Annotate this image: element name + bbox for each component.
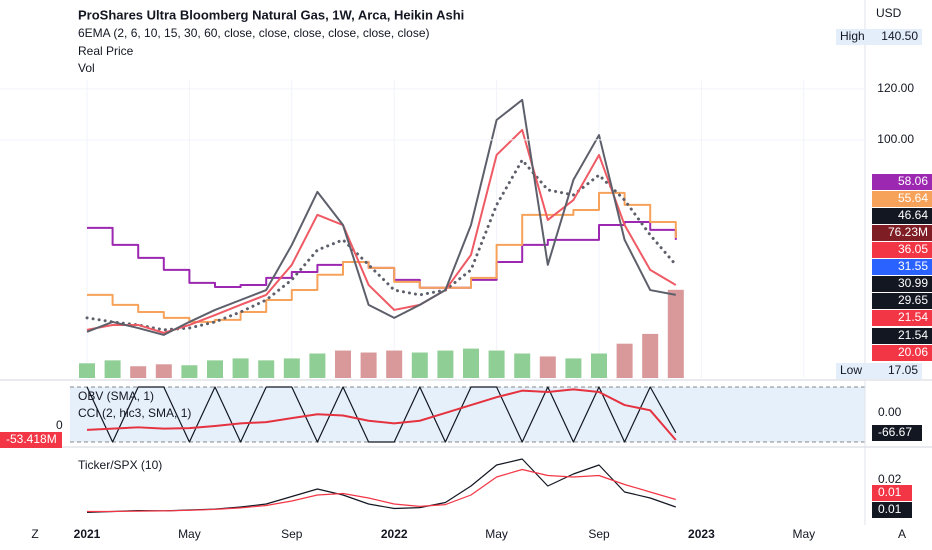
legend-entry: CCI (2, hlc3, SMA, 1) (78, 406, 191, 420)
y-tick-label: 100.00 (877, 132, 914, 146)
volume-bar (232, 358, 249, 378)
price-badge (872, 345, 932, 361)
price-badge (872, 174, 932, 190)
badge-label: -66.67 (878, 425, 912, 439)
price-badge (872, 191, 932, 207)
price-badge (836, 29, 922, 45)
legend-entry: Real Price (78, 44, 134, 58)
x-tick-label: Sep (281, 527, 303, 541)
volume-bar (104, 360, 121, 378)
volume-bar (386, 350, 403, 378)
price-badge (872, 293, 932, 309)
y-tick-label: 120.00 (877, 81, 914, 95)
x-tick-label: May (178, 527, 201, 541)
price-badge (872, 328, 932, 344)
badge-label: 36.05 (898, 242, 928, 256)
price-badge (872, 425, 922, 441)
volume-bar (616, 343, 633, 378)
price-badge (872, 502, 912, 518)
price-badge (872, 276, 932, 292)
ratio-line (87, 468, 676, 513)
badge-label: 0 (56, 418, 63, 432)
volume-bar (411, 352, 428, 378)
price-line (86, 128, 677, 334)
badge-label: 31.55 (898, 259, 928, 273)
cci-line (86, 386, 677, 443)
corner-button[interactable]: Z (31, 527, 38, 541)
volume-bar (258, 360, 275, 378)
price-line (87, 220, 677, 289)
price-badge (872, 485, 912, 501)
price-badge (872, 208, 932, 224)
volume-bar (155, 364, 172, 378)
price-badge (872, 259, 932, 275)
x-tick-label: May (792, 527, 815, 541)
badge-prefix: High (840, 29, 865, 43)
price-badge (836, 363, 922, 379)
badge-label: -53.418M (6, 432, 57, 446)
badge-label: 0.02 (878, 472, 902, 486)
volume-bar (488, 350, 505, 378)
x-tick-label: 2023 (688, 527, 715, 541)
badge-label: 58.06 (898, 174, 928, 188)
price-line (87, 191, 677, 323)
volume-bar (181, 365, 198, 378)
volume-bar (79, 363, 95, 378)
badge-label: 140.50 (881, 29, 918, 43)
badge-label: 46.64 (898, 208, 928, 222)
plot-area (79, 80, 805, 513)
x-tick-label: 2021 (74, 527, 101, 541)
volume-bar (207, 360, 223, 378)
subtitle: 6EMA (2, 6, 10, 15, 30, 60, close, close… (78, 26, 430, 40)
price-badge (872, 242, 932, 258)
chart-title: ProShares Ultra Bloomberg Natural Gas, 1… (78, 7, 464, 22)
legend-entry: Vol (78, 61, 95, 75)
badge-label: 21.54 (898, 310, 928, 324)
price-line (86, 98, 676, 336)
badge-label: 17.05 (888, 363, 918, 377)
x-tick-label: Sep (588, 527, 610, 541)
corner-button[interactable]: A (898, 527, 906, 541)
volume-bar (565, 358, 582, 378)
price-badge (872, 310, 932, 326)
badge-prefix: Low (840, 363, 862, 377)
badge-label: 0.00 (878, 405, 902, 419)
price-badge (872, 225, 932, 241)
legend-entry: Ticker/SPX (10) (78, 458, 162, 472)
badge-label: 29.65 (898, 293, 928, 307)
badge-label: 55.64 (898, 191, 928, 205)
x-tick-label: 2022 (381, 527, 408, 541)
volume-bar (437, 350, 454, 378)
volume-bar (463, 348, 479, 378)
volume-bar (360, 352, 377, 378)
volume-bar (130, 366, 147, 378)
obv-line (86, 388, 677, 441)
unit-label: USD (876, 6, 902, 20)
badge-label: 30.99 (898, 276, 928, 290)
badge-label: 0.01 (878, 485, 902, 499)
badge-label: 0.01 (878, 502, 902, 516)
price-line (85, 158, 678, 332)
badge-label: 21.54 (898, 328, 928, 342)
volume-bar (591, 353, 607, 378)
volume-bar (539, 356, 556, 378)
volume-bar (667, 289, 684, 378)
badge-label: 76.23M (888, 225, 928, 239)
volume-bar (283, 358, 300, 378)
price-badge (0, 432, 62, 448)
x-tick-label: May (485, 527, 508, 541)
volume-bar (335, 350, 351, 378)
volume-bar (642, 333, 659, 378)
volume-bar (514, 353, 531, 378)
ratio-line (86, 458, 676, 513)
badge-label: 20.06 (898, 345, 928, 359)
volume-bar (309, 353, 326, 378)
